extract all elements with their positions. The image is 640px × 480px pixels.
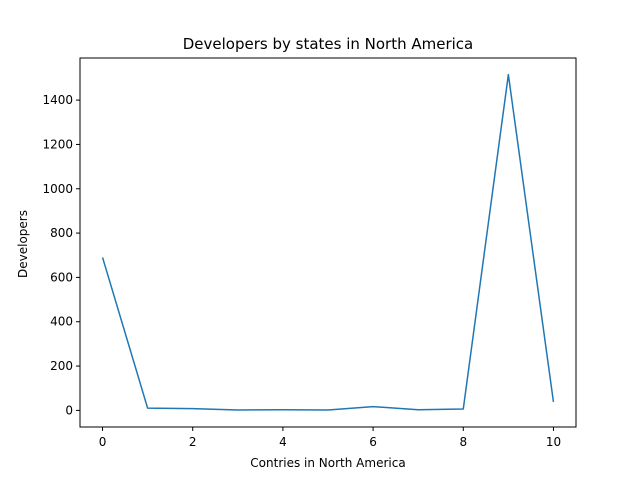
series-line [101,73,555,411]
chart-title: Developers by states in North America [183,35,474,53]
y-axis-ticks: 0 200 400 600 800 1000 1200 1400 [42,93,80,417]
x-axis-ticks: 0 2 4 6 8 10 [99,427,561,449]
x-tick-label: 4 [279,435,287,449]
y-tick-label: 200 [50,359,73,373]
y-tick-label: 1200 [42,137,73,151]
x-axis-label: Contries in North America [250,456,405,470]
x-tick-label: 6 [369,435,377,449]
y-tick-label: 800 [50,226,73,240]
y-tick-label: 0 [65,403,73,417]
plot-area-frame [79,57,577,428]
x-tick-label: 0 [99,435,107,449]
x-tick-label: 8 [459,435,467,449]
y-axis-label: Developers [16,210,30,278]
y-tick-label: 600 [50,270,73,284]
y-tick-label: 1000 [42,182,73,196]
y-tick-label: 1400 [42,93,73,107]
x-tick-label: 10 [546,435,561,449]
y-tick-label: 400 [50,315,73,329]
x-tick-label: 2 [189,435,197,449]
